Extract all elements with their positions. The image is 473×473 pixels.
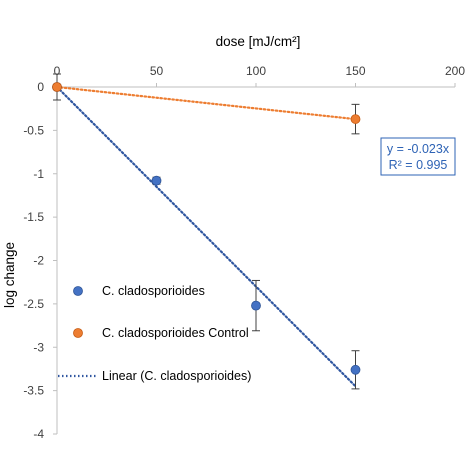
y-tick-label: -1 xyxy=(33,167,44,181)
data-point xyxy=(251,300,261,311)
data-points xyxy=(52,82,361,375)
error-bars xyxy=(53,73,360,390)
x-tick-label: 100 xyxy=(246,64,266,78)
y-tick-label: -4 xyxy=(33,427,44,441)
y-tick-label: -2 xyxy=(33,254,44,268)
equation-text: y = -0.023x xyxy=(387,142,450,156)
x-tick-label: 0 xyxy=(54,64,61,78)
legend-label-series-1: C. cladosporioides xyxy=(102,284,205,298)
legend: C. cladosporioides C. cladosporioides Co… xyxy=(58,284,251,383)
data-point xyxy=(350,114,361,124)
y-tick-label: -0.5 xyxy=(23,123,44,137)
y-tick-label: -3 xyxy=(33,340,44,354)
trendline-control xyxy=(55,85,357,121)
data-point xyxy=(151,175,162,186)
x-tick-label: 150 xyxy=(345,64,365,78)
y-tick-label: -2.5 xyxy=(23,297,44,311)
data-point xyxy=(350,364,361,375)
legend-marker-series-2 xyxy=(73,328,83,338)
y-tick-label: 0 xyxy=(37,80,44,94)
x-tick-label: 50 xyxy=(150,64,164,78)
legend-label-trendline: Linear (C. cladosporioides) xyxy=(102,369,251,383)
r-squared-text: R² = 0.995 xyxy=(389,158,448,172)
y-tick-label: -1.5 xyxy=(23,210,44,224)
axes xyxy=(53,83,456,435)
trendline-linear xyxy=(55,85,357,388)
equation-box-frame xyxy=(380,137,456,176)
data-point xyxy=(52,82,62,92)
legend-label-series-2: C. cladosporioides Control xyxy=(102,326,249,340)
y-axis-title: log change xyxy=(2,242,17,308)
x-tick-label: 200 xyxy=(445,64,465,78)
trendlines xyxy=(55,85,357,388)
tick-labels: 0 50 100 150 200 0 -0.5 -1 -1.5 -2 -2.5 -3 -3.5 -4 xyxy=(23,64,465,441)
y-tick-label: -3.5 xyxy=(23,384,44,398)
trendline-equation-box: y = -0.023x R² = 0.995 xyxy=(380,137,456,176)
x-axis-title: dose [mJ/cm²] xyxy=(216,34,301,49)
legend-marker-series-1 xyxy=(73,286,83,296)
